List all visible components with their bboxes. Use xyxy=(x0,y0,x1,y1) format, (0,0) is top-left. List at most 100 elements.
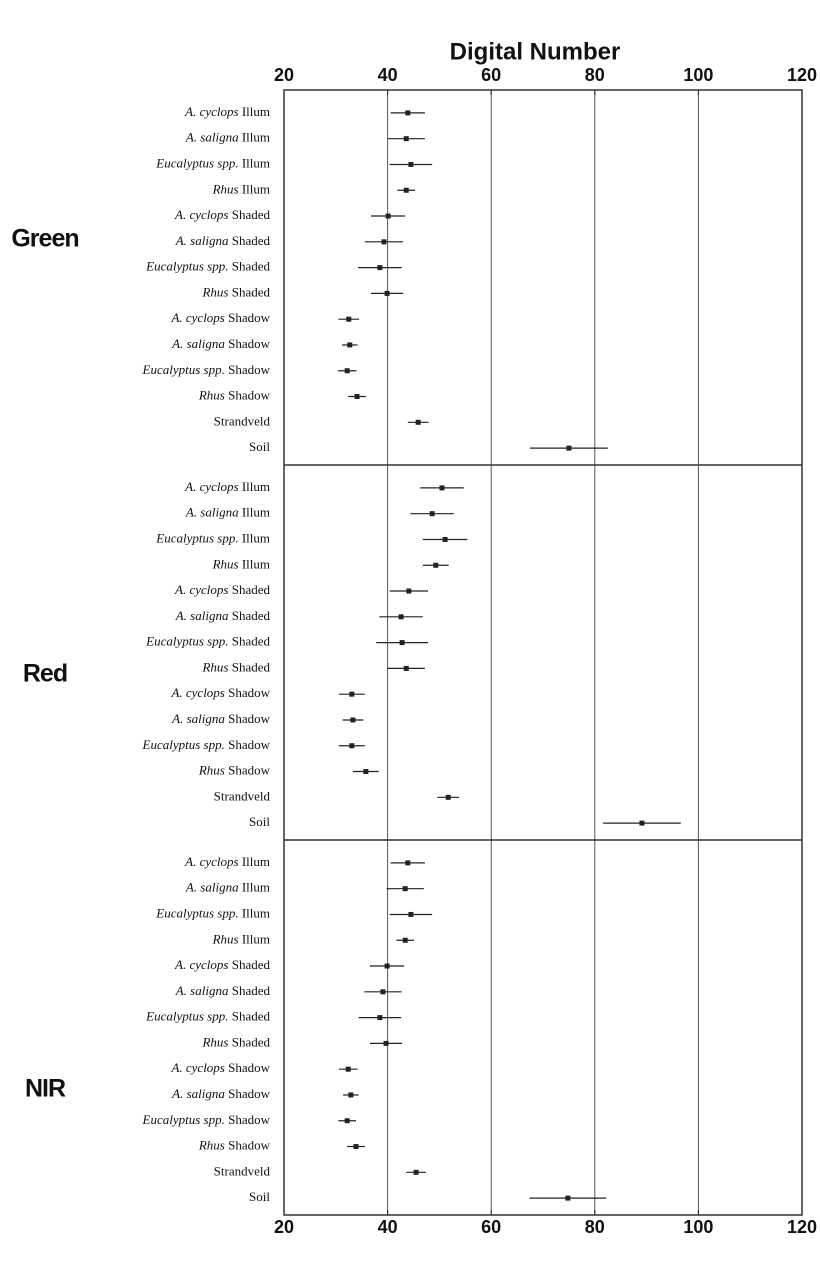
x-tick-label: 60 xyxy=(481,65,501,85)
mean-marker xyxy=(398,614,404,620)
category-label: Rhus Shadow xyxy=(198,388,271,403)
panel-label: Red xyxy=(23,660,67,688)
category-label: Eucalyptus spp. Illum xyxy=(155,530,270,545)
mean-marker xyxy=(385,213,391,219)
category-label: A. cyclops Illum xyxy=(184,104,270,119)
category-label: A. saligna Illum xyxy=(185,505,270,520)
mean-marker xyxy=(402,886,408,892)
category-label: A. cyclops Shadow xyxy=(170,1060,270,1075)
category-label: Rhus Illum xyxy=(212,931,270,946)
x-tick-label: 100 xyxy=(683,1217,713,1237)
category-label: A. saligna Shadow xyxy=(171,336,270,351)
category-label: Rhus Shaded xyxy=(201,1034,270,1049)
mean-marker xyxy=(349,743,355,749)
panel-label: Green xyxy=(11,225,78,253)
mean-marker xyxy=(406,588,412,594)
mean-marker xyxy=(405,860,411,866)
category-label: Strandveld xyxy=(214,413,271,428)
category-label: A. saligna Shadow xyxy=(171,1086,270,1101)
category-label: Eucalyptus spp. Shaded xyxy=(145,634,270,649)
x-tick-label: 40 xyxy=(378,1217,398,1237)
category-label: Soil xyxy=(249,1189,270,1204)
plot-frame xyxy=(283,89,803,1216)
category-label: A. cyclops Shaded xyxy=(174,582,270,597)
mean-marker xyxy=(566,445,572,451)
category-label: A. cyclops Shadow xyxy=(170,310,270,325)
mean-marker xyxy=(346,316,352,322)
category-label: Rhus Shadow xyxy=(198,763,271,778)
category-label: A. cyclops Illum xyxy=(184,854,270,869)
category-label: A. saligna Shaded xyxy=(175,608,271,623)
mean-marker xyxy=(348,1092,354,1098)
category-label: Eucalyptus spp. Shaded xyxy=(145,259,270,274)
mean-marker xyxy=(413,1169,419,1175)
category-label: A. saligna Illum xyxy=(185,130,270,145)
mean-marker xyxy=(363,769,369,775)
mean-marker xyxy=(354,394,360,400)
mean-marker xyxy=(347,342,353,348)
mean-marker xyxy=(383,1040,389,1046)
mean-marker xyxy=(349,691,355,697)
category-label: Eucalyptus spp. Illum xyxy=(155,155,270,170)
mean-marker xyxy=(408,911,414,917)
x-tick-label: 60 xyxy=(481,1217,501,1237)
mean-marker xyxy=(377,265,383,271)
panel-label: NIR xyxy=(25,1075,66,1103)
mean-marker xyxy=(344,1118,350,1124)
mean-marker xyxy=(380,989,386,995)
mean-marker xyxy=(433,562,439,568)
x-tick-label: 100 xyxy=(683,65,713,85)
x-tick-label: 80 xyxy=(585,65,605,85)
category-label: A. saligna Shaded xyxy=(175,983,271,998)
category-label: Soil xyxy=(249,439,270,454)
mean-marker xyxy=(403,136,409,142)
mean-marker xyxy=(399,640,405,646)
x-tick-label: 120 xyxy=(787,1217,817,1237)
category-label: Rhus Shaded xyxy=(201,659,270,674)
mean-marker xyxy=(384,290,390,296)
mean-marker xyxy=(353,1144,359,1150)
mean-marker xyxy=(439,485,445,491)
category-label: A. saligna Shaded xyxy=(175,233,271,248)
mean-marker xyxy=(429,511,435,517)
category-label: Eucalyptus spp. Shaded xyxy=(145,1009,270,1024)
x-tick-label: 20 xyxy=(274,65,294,85)
mean-marker xyxy=(384,963,390,969)
mean-marker xyxy=(408,161,414,167)
category-label: A. saligna Illum xyxy=(185,880,270,895)
category-label: Rhus Illum xyxy=(212,556,270,571)
category-label: Rhus Illum xyxy=(212,181,270,196)
mean-marker xyxy=(405,110,411,116)
category-label: A. saligna Shadow xyxy=(171,711,270,726)
category-label: Soil xyxy=(249,814,270,829)
mean-marker xyxy=(442,536,448,542)
category-label: Strandveld xyxy=(214,788,271,803)
mean-marker xyxy=(350,717,356,723)
mean-marker xyxy=(445,794,451,800)
mean-marker xyxy=(381,239,387,245)
category-label: A. cyclops Shaded xyxy=(174,207,270,222)
category-label: A. cyclops Shaded xyxy=(174,957,270,972)
x-axis-title: Digital Number xyxy=(450,38,621,65)
category-label: A. cyclops Illum xyxy=(184,479,270,494)
x-tick-label: 120 xyxy=(787,65,817,85)
category-label: Eucalyptus spp. Shadow xyxy=(142,1112,271,1127)
mean-marker xyxy=(403,665,409,671)
x-tick-label: 40 xyxy=(378,65,398,85)
x-tick-label: 80 xyxy=(585,1217,605,1237)
mean-marker xyxy=(377,1015,383,1021)
mean-marker xyxy=(415,419,421,425)
category-label: Rhus Shadow xyxy=(198,1138,271,1153)
category-label: Eucalyptus spp. Shadow xyxy=(142,362,271,377)
category-label: Eucalyptus spp. Shadow xyxy=(142,737,271,752)
mean-marker xyxy=(639,820,645,826)
x-tick-label: 20 xyxy=(274,1217,294,1237)
category-label: A. cyclops Shadow xyxy=(170,685,270,700)
mean-marker xyxy=(345,1066,351,1072)
mean-marker xyxy=(344,368,350,374)
category-label: Strandveld xyxy=(214,1163,271,1178)
mean-marker xyxy=(403,187,409,193)
mean-marker xyxy=(565,1195,571,1201)
